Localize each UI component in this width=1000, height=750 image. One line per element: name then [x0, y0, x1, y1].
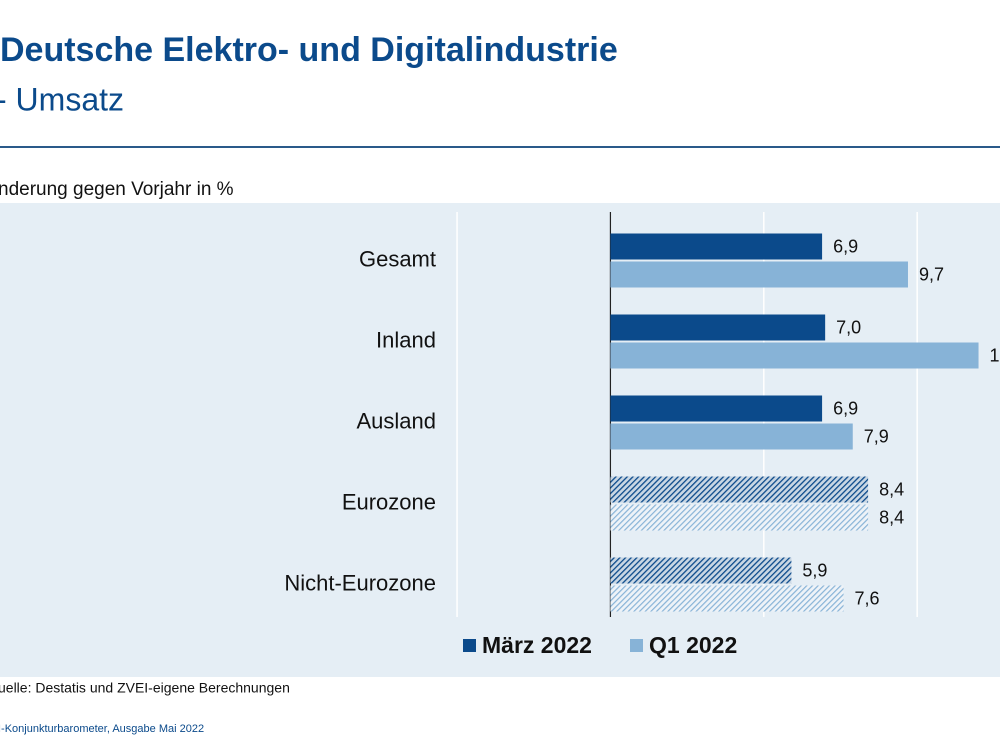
- value-label: 12,0: [990, 345, 1000, 365]
- bar: [610, 504, 869, 531]
- category-label: Gesamt: [359, 246, 436, 271]
- value-label: 6,9: [833, 236, 858, 256]
- value-label: 8,4: [879, 507, 904, 527]
- footer: I-Konjunkturbarometer, Ausgabe Mai 2022: [0, 723, 204, 735]
- value-label: 9,7: [919, 264, 944, 284]
- value-label: 8,4: [879, 479, 904, 499]
- bar: [610, 557, 792, 584]
- bar: [610, 342, 979, 369]
- category-label: Inland: [376, 327, 436, 352]
- value-label: 5,9: [802, 560, 827, 580]
- subtitle: - Umsatz: [0, 81, 124, 117]
- category-label: Eurozone: [342, 489, 436, 514]
- category-label: Nicht-Eurozone: [284, 570, 436, 595]
- legend-swatch: [630, 639, 643, 652]
- value-label: 7,9: [864, 426, 889, 446]
- legend-label: Q1 2022: [649, 632, 737, 658]
- bar: [610, 233, 823, 260]
- value-label: 7,6: [855, 588, 880, 608]
- title: Deutsche Elektro- und Digitalindustrie: [0, 31, 618, 69]
- bar: [610, 395, 823, 422]
- bar: [610, 314, 826, 341]
- category-label: Ausland: [356, 408, 436, 433]
- legend-label: März 2022: [482, 632, 592, 658]
- bar: [610, 585, 844, 612]
- value-label: 7,0: [836, 317, 861, 337]
- source: uelle: Destatis und ZVEI-eigene Berechnu…: [0, 680, 290, 696]
- bar: [610, 261, 908, 288]
- value-label: 6,9: [833, 398, 858, 418]
- legend-swatch: [463, 639, 476, 652]
- bar: [610, 476, 869, 503]
- axis-label: nderung gegen Vorjahr in %: [0, 179, 234, 200]
- bar: [610, 423, 853, 450]
